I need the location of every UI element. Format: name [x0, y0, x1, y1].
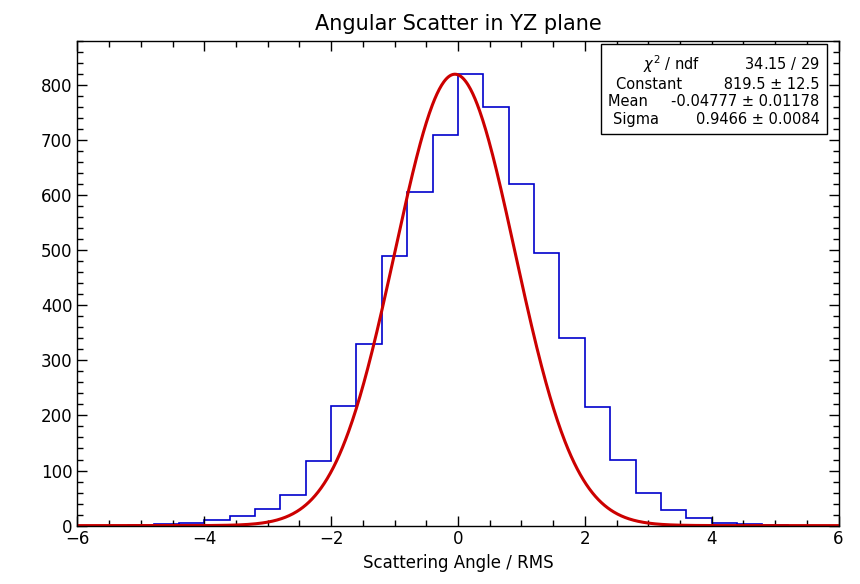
- Title: Angular Scatter in YZ plane: Angular Scatter in YZ plane: [315, 14, 601, 34]
- Text: $\chi^2$ / ndf          34.15 / 29
Constant         819.5 ± 12.5
Mean     -0.047: $\chi^2$ / ndf 34.15 / 29 Constant 819.5…: [608, 53, 820, 127]
- X-axis label: Scattering Angle / RMS: Scattering Angle / RMS: [363, 554, 553, 572]
